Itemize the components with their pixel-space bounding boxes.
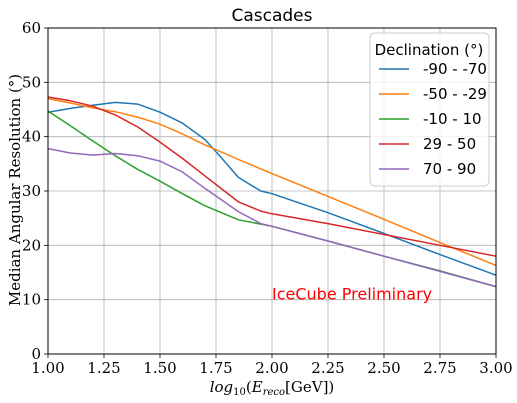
y-axis-label: Median Angular Resolution (°) bbox=[6, 74, 24, 306]
legend-label: -50 - -29 bbox=[423, 85, 487, 103]
x-tick-labels: 1.00 1.25 1.50 1.75 2.00 2.25 2.50 2.75 3.00 bbox=[31, 359, 512, 377]
legend-box bbox=[369, 32, 490, 187]
legend-label: 70 - 90 bbox=[423, 160, 476, 178]
y-tick-label: 50 bbox=[22, 73, 41, 91]
ticks bbox=[44, 27, 497, 358]
legend-label: -90 - -70 bbox=[423, 60, 487, 78]
y-tick-label: 40 bbox=[22, 128, 41, 146]
series-line-4 bbox=[47, 96, 497, 257]
legend: Declination (°) -90 - -70 -50 - -29 -10 - … bbox=[369, 32, 490, 187]
series-line-2 bbox=[47, 97, 497, 267]
x-tick-label: 1.25 bbox=[87, 359, 120, 377]
x-tick-label: 2.75 bbox=[423, 359, 456, 377]
x-tick-label: 2.00 bbox=[255, 359, 288, 377]
legend-label: -10 - 10 bbox=[423, 110, 482, 128]
y-tick-label: 60 bbox=[22, 19, 41, 37]
x-tick-label: 1.75 bbox=[199, 359, 232, 377]
y-tick-label: 20 bbox=[22, 236, 41, 254]
y-tick-label: 0 bbox=[31, 345, 41, 363]
chart-title: Cascades bbox=[231, 6, 312, 26]
x-tick-label: 1.50 bbox=[143, 359, 176, 377]
x-tick-label: 2.50 bbox=[367, 359, 400, 377]
y-tick-labels: 0 10 20 30 40 50 60 bbox=[22, 19, 41, 363]
annotation-text: IceCube Preliminary bbox=[272, 285, 432, 304]
legend-title: Declination (°) bbox=[375, 41, 484, 59]
legend-items: -90 - -70 -50 - -29 -10 - 10 29 - 50 70 - 90 bbox=[379, 60, 487, 178]
legend-label: 29 - 50 bbox=[423, 135, 476, 153]
x-tick-label: 2.25 bbox=[311, 359, 344, 377]
y-tick-label: 10 bbox=[22, 291, 41, 309]
x-tick-label: 1.00 bbox=[31, 359, 64, 377]
x-tick-label: 3.00 bbox=[479, 359, 512, 377]
series-layer bbox=[47, 96, 497, 288]
series-line-5 bbox=[47, 147, 497, 288]
x-axis-label: log10(Ereco[GeV]) bbox=[210, 378, 335, 398]
y-tick-label: 30 bbox=[22, 182, 41, 200]
